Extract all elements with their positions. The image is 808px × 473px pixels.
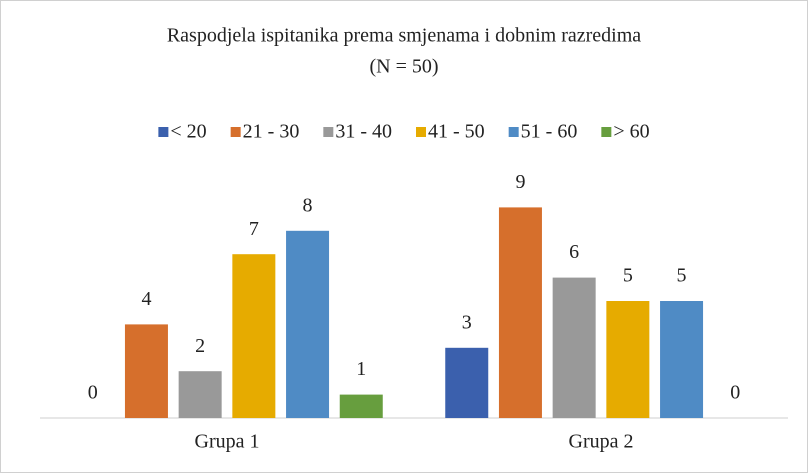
legend-swatch	[508, 127, 519, 137]
x-tick-label: Grupa 1	[195, 431, 260, 453]
bar	[445, 347, 489, 418]
bar	[124, 324, 168, 418]
legend-label: > 60	[613, 121, 649, 143]
legend-label: 41 - 50	[428, 121, 485, 143]
legend-label: 31 - 40	[335, 121, 392, 143]
data-label: 1	[356, 358, 366, 380]
data-label: 5	[623, 265, 633, 287]
bar	[498, 207, 542, 418]
bar	[552, 277, 596, 418]
data-label: 5	[677, 265, 687, 287]
x-tick-label: Grupa 2	[569, 431, 634, 453]
legend-label: < 20	[170, 121, 206, 143]
chart-title: Raspodjela ispitanika prema smjenama i d…	[167, 25, 641, 47]
bar	[286, 230, 330, 418]
chart-subtitle: (N = 50)	[369, 56, 438, 78]
legend-swatch	[323, 127, 334, 137]
legend-swatch	[230, 127, 241, 137]
legend-swatch	[158, 127, 169, 137]
data-label: 3	[462, 311, 472, 333]
bar	[606, 301, 650, 418]
data-label: 9	[515, 171, 525, 193]
bar	[660, 301, 704, 418]
bar	[339, 394, 383, 418]
legend-label: 51 - 60	[521, 121, 578, 143]
data-label: 0	[730, 382, 740, 404]
data-label: 7	[249, 218, 259, 240]
legend-swatch	[416, 127, 426, 137]
data-label: 6	[569, 241, 579, 263]
data-label: 0	[88, 382, 98, 404]
data-label: 2	[195, 335, 205, 357]
legend-swatch	[601, 127, 612, 137]
data-label: 8	[303, 194, 313, 216]
bar	[232, 254, 276, 418]
legend-label: 21 - 30	[243, 121, 300, 143]
data-label: 4	[141, 288, 151, 310]
bar	[178, 371, 222, 418]
